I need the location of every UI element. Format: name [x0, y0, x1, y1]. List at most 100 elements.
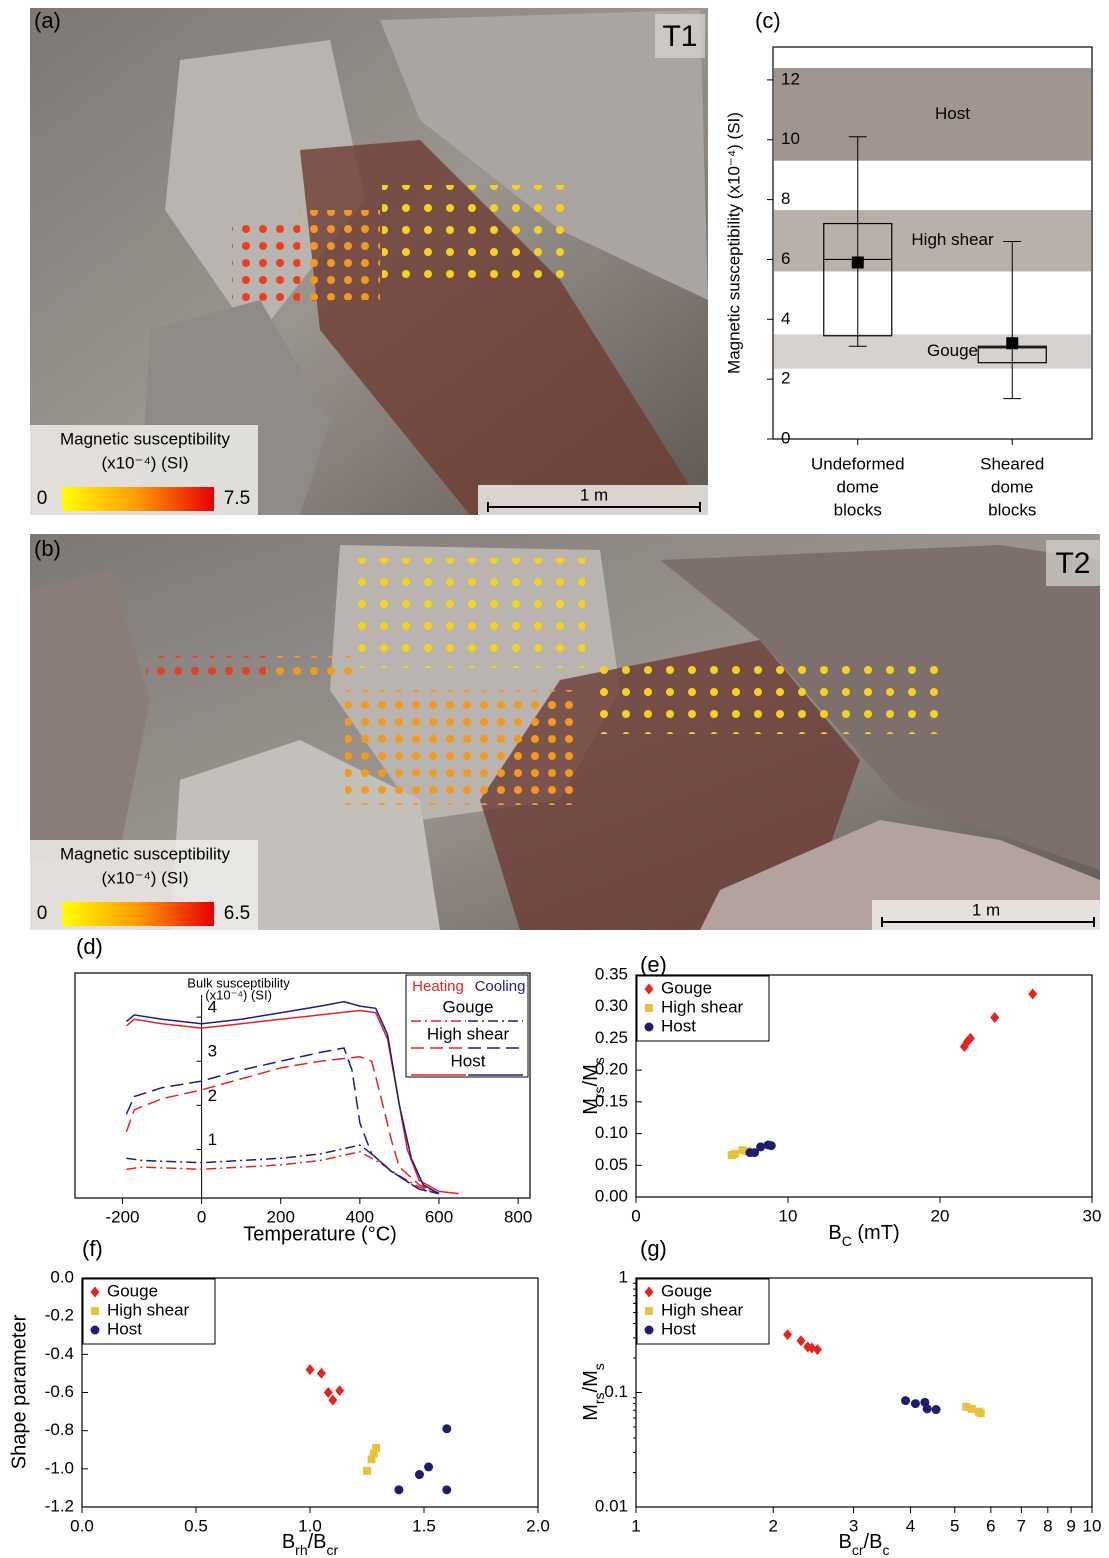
photo-a: (a) T1 Magnetic susceptibility (x10⁻⁴) (… — [30, 8, 708, 515]
y-tick-label: 0.10 — [595, 1123, 628, 1142]
x-axis-title-part: cr — [327, 1542, 339, 1558]
y-axis-title-part: /M — [580, 1370, 602, 1392]
point — [328, 1395, 337, 1406]
x-axis-title-part: C — [842, 1233, 852, 1249]
x-axis-title-part: B — [282, 1531, 295, 1553]
x-tick-label: Undeformed — [811, 454, 905, 473]
measurement-dots — [345, 558, 585, 668]
x-tick-label: 2 — [769, 1516, 778, 1535]
panel-label: (d) — [76, 934, 103, 959]
colorbar-max: 7.5 — [224, 488, 250, 509]
photo-b: (b) T2 Magnetic susceptibility (x10⁻⁴) (… — [30, 534, 1100, 930]
legend-label: Host — [661, 1016, 696, 1035]
x-axis-title: Brh/Bcr — [282, 1531, 339, 1557]
y-tick-label: 6 — [781, 249, 790, 268]
y-tick-label: -0.4 — [45, 1344, 74, 1363]
y-tick-label: -0.8 — [45, 1420, 74, 1439]
point — [335, 1385, 344, 1396]
x-tick-label: 9 — [1066, 1516, 1075, 1535]
legend-label: Host — [451, 1051, 486, 1070]
colorbar-title: Magnetic susceptibility — [60, 844, 231, 863]
legend-label: High shear — [427, 1024, 510, 1043]
x-tick-label: dome — [836, 477, 879, 496]
x-axis-title: Temperature (°C) — [243, 1223, 397, 1245]
x-tick-label: 2.0 — [526, 1516, 550, 1535]
point — [1028, 989, 1037, 1000]
point — [363, 1467, 371, 1475]
band — [774, 68, 1091, 161]
y-tick-label: 0.35 — [595, 964, 628, 983]
point — [911, 1399, 920, 1408]
y-axis-title-part: M — [580, 1404, 602, 1421]
x-tick-label: -200 — [105, 1207, 139, 1226]
y-tick-label: 0.30 — [595, 996, 628, 1015]
y-tick-label: 2 — [781, 369, 790, 388]
measurement-dots — [382, 185, 572, 285]
point — [324, 1387, 333, 1398]
y-axis-title: Shape parameter — [8, 1314, 30, 1469]
legend-label: Gouge — [661, 978, 712, 997]
page: (a) T1 Magnetic susceptibility (x10⁻⁴) (… — [0, 0, 1109, 1558]
x-tick-label: 0 — [197, 1207, 206, 1226]
point — [442, 1424, 451, 1433]
x-axis-title-part: B — [828, 1222, 841, 1244]
point — [415, 1470, 424, 1479]
point — [731, 1150, 739, 1158]
y-tick-label: 10 — [781, 129, 800, 148]
x-tick-label: Sheared — [980, 454, 1044, 473]
x-axis-title-part: /B — [864, 1531, 883, 1553]
y-tick-label: 3 — [208, 1042, 217, 1061]
y-tick-label: -0.2 — [45, 1306, 74, 1325]
curve — [126, 1048, 439, 1194]
colorbar-unit: (x10⁻⁴) (SI) — [101, 453, 188, 472]
y-tick-label: 0.0 — [50, 1267, 74, 1286]
y-tick-label: 1 — [619, 1267, 628, 1286]
legend-label: Host — [107, 1319, 142, 1338]
x-tick-label: 6 — [986, 1516, 995, 1535]
y-tick-label: -1.0 — [45, 1458, 74, 1477]
y-tick-label: 1 — [208, 1130, 217, 1149]
x-tick-label: 1.5 — [412, 1516, 436, 1535]
x-tick-label: blocks — [988, 500, 1036, 519]
y-tick-label: 0 — [781, 428, 790, 447]
x-tick-label: 0.0 — [70, 1516, 94, 1535]
point — [923, 1404, 932, 1413]
band-label: Gouge — [927, 341, 978, 360]
legend-label: Host — [661, 1319, 696, 1338]
x-tick-label: 5 — [950, 1516, 959, 1535]
colorbar-min: 0 — [37, 903, 48, 924]
point — [442, 1485, 451, 1494]
y-axis-title: Mrs/Ms — [580, 1363, 606, 1421]
panel-label: (e) — [640, 952, 667, 977]
legend-label: High shear — [107, 1300, 190, 1319]
x-axis-title: Bcr/Bc — [839, 1531, 890, 1557]
photo-tag: T2 — [1055, 547, 1090, 580]
legend-marker — [645, 1326, 654, 1335]
legend-label: Gouge — [107, 1281, 158, 1300]
y-tick-label: 0.25 — [595, 1028, 628, 1047]
legend-label: Gouge — [442, 997, 493, 1016]
x-tick-label: blocks — [834, 500, 882, 519]
y-axis-title-part: /M — [580, 1064, 602, 1086]
point — [932, 1405, 941, 1414]
colorbar-title: Magnetic susceptibility — [60, 429, 231, 448]
legend-header: Cooling — [475, 978, 526, 995]
x-axis-title-part: B — [839, 1531, 852, 1553]
x-tick-label: dome — [991, 477, 1034, 496]
y-tick-label: 12 — [781, 69, 800, 88]
colorbar — [62, 487, 214, 511]
y-tick-label: 0.00 — [595, 1186, 628, 1205]
x-tick-label: 30 — [1083, 1206, 1102, 1225]
x-tick-label: 10 — [1083, 1516, 1102, 1535]
y-tick-label: -1.2 — [45, 1496, 74, 1515]
point — [796, 1335, 805, 1346]
x-tick-label: 8 — [1043, 1516, 1052, 1535]
x-tick-label: 0 — [631, 1206, 640, 1225]
measurement-dots — [300, 210, 380, 300]
x-axis-title-part: (mT) — [852, 1222, 900, 1244]
y-axis-title-part: rs — [591, 1392, 607, 1404]
x-axis-title-part: /B — [308, 1531, 327, 1553]
x-tick-label: 600 — [425, 1207, 453, 1226]
y-tick-label: 2 — [208, 1086, 217, 1105]
figure: (a) T1 Magnetic susceptibility (x10⁻⁴) (… — [0, 0, 1109, 1558]
